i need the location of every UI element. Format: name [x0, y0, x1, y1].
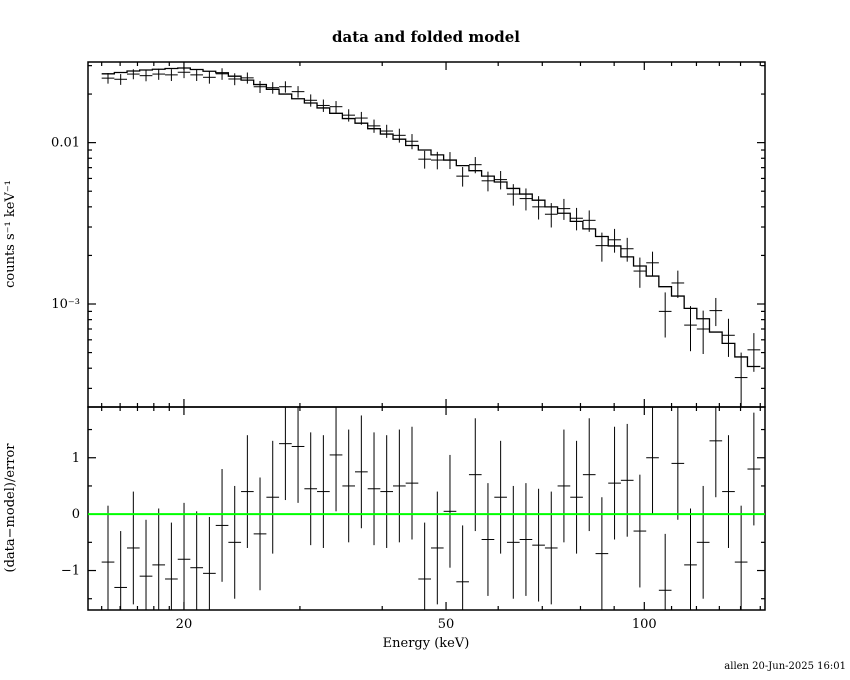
x-tick-label: 100	[632, 617, 657, 632]
plot-area: 20 50 100 0.01 10⁻³ −1 0 1	[51, 61, 766, 632]
plot-title: data and folded model	[332, 28, 520, 46]
x-tick-label: 50	[438, 617, 455, 632]
model-step-line	[101, 67, 761, 368]
y-tick-label: 0	[72, 507, 80, 522]
y-tick-label: −1	[61, 564, 80, 579]
x-tick-label: 20	[176, 617, 193, 632]
plot-timestamp: allen 20-Jun-2025 16:01	[724, 661, 846, 672]
spectrum-panel-frame	[87, 61, 766, 408]
y-tick-label: 1	[72, 451, 80, 466]
x-axis-label: Energy (keV)	[383, 636, 470, 651]
y-axis-label-residuals: (data−model)/error	[3, 443, 18, 573]
y-tick-label: 0.01	[51, 136, 80, 151]
residuals-panel-frame	[87, 406, 766, 611]
y-axis-label-counts: counts s⁻¹ keV⁻¹	[3, 180, 18, 288]
y-tick-label: 10⁻³	[51, 297, 80, 312]
